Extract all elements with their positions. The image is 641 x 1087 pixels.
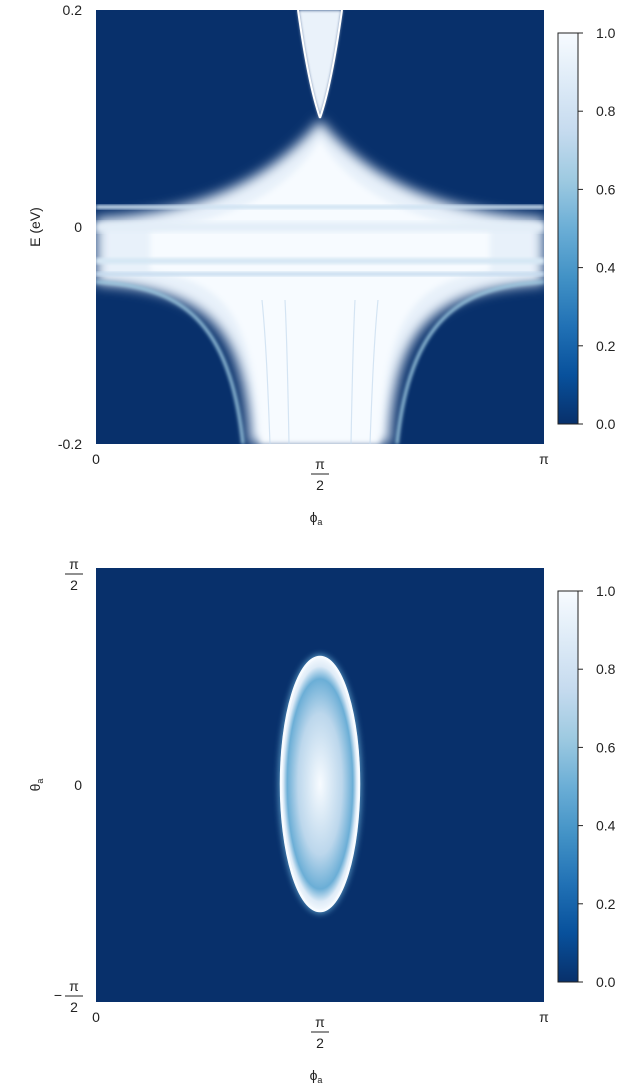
bottom-cb-tick-label-5: 1.0 (596, 583, 616, 599)
bottom-heatmap (96, 568, 544, 1002)
top-y-tick-1: 0 (74, 219, 82, 235)
top-band-lowest (96, 272, 544, 276)
top-band-upper (96, 205, 544, 209)
top-band-lower (96, 258, 544, 264)
bottom-y-tick-2-num: π (69, 978, 79, 994)
top-cb-tick-label-1: 0.2 (596, 338, 616, 354)
bottom-xlabel: ϕa (310, 1067, 323, 1085)
top-x-tick-1-den: 2 (316, 477, 324, 493)
top-ylabel-text: E (eV) (27, 207, 43, 247)
top-cb-tick-label-4: 0.8 (596, 103, 616, 119)
top-upper-funnel-edge-right (319, 10, 343, 119)
bottom-cb-tick-label-4: 0.8 (596, 661, 616, 677)
top-y-axis-label: E (eV) (27, 207, 43, 247)
top-central-core (150, 140, 490, 444)
top-upper-funnel (298, 10, 342, 118)
top-cb-tick-label-2: 0.4 (596, 260, 616, 276)
bottom-y-tick-2-den: 2 (70, 999, 78, 1015)
bottom-x-tick-1-den: 2 (316, 1035, 324, 1051)
top-band-mid (96, 222, 544, 232)
bottom-colorbar (557, 590, 579, 983)
top-x-tick-0: 0 (92, 451, 100, 467)
bottom-cb-tick-label-1: 0.2 (596, 896, 616, 912)
bottom-cb-tick-label-2: 0.4 (596, 818, 616, 834)
top-cb-tick-label-3: 0.6 (596, 181, 616, 197)
top-y-tick-0: 0.2 (63, 2, 83, 18)
top-xlabel: ϕa (310, 509, 323, 527)
bottom-y-tick-2-sign: − (54, 987, 62, 1003)
top-heatmap (96, 10, 544, 444)
top-cb-tick-label-5: 1.0 (596, 25, 616, 41)
top-upper-funnel-edge-left (297, 10, 321, 119)
top-colorbar (557, 32, 579, 425)
bottom-x-tick-1-num: π (315, 1014, 325, 1030)
top-x-tick-1-num: π (315, 456, 325, 472)
bottom-y-tick-0-den: 2 (70, 577, 78, 593)
bottom-y-tick-0-num: π (69, 556, 79, 572)
top-branch-right (395, 280, 544, 444)
bottom-cb-tick-label-3: 0.6 (596, 739, 616, 755)
bottom-y-tick-1: 0 (74, 777, 82, 793)
bottom-ylabel-text: θa (27, 779, 45, 792)
bottom-colorbar-bar (557, 590, 579, 983)
top-colorbar-bar (557, 32, 579, 425)
bottom-x-tick-2: π (539, 1009, 549, 1025)
top-x-tick-2: π (539, 451, 549, 467)
bottom-ellipse (280, 656, 360, 912)
top-fringes (261, 299, 379, 444)
bottom-x-tick-0: 0 (92, 1009, 100, 1025)
top-branch-left (96, 280, 245, 444)
bottom-ellipse-rim (279, 655, 361, 913)
bottom-cb-tick-label-0: 0.0 (596, 974, 616, 990)
top-cb-tick-label-0: 0.0 (596, 416, 616, 432)
bottom-y-axis-label: θa (27, 779, 45, 792)
top-y-tick-2: -0.2 (58, 436, 82, 452)
